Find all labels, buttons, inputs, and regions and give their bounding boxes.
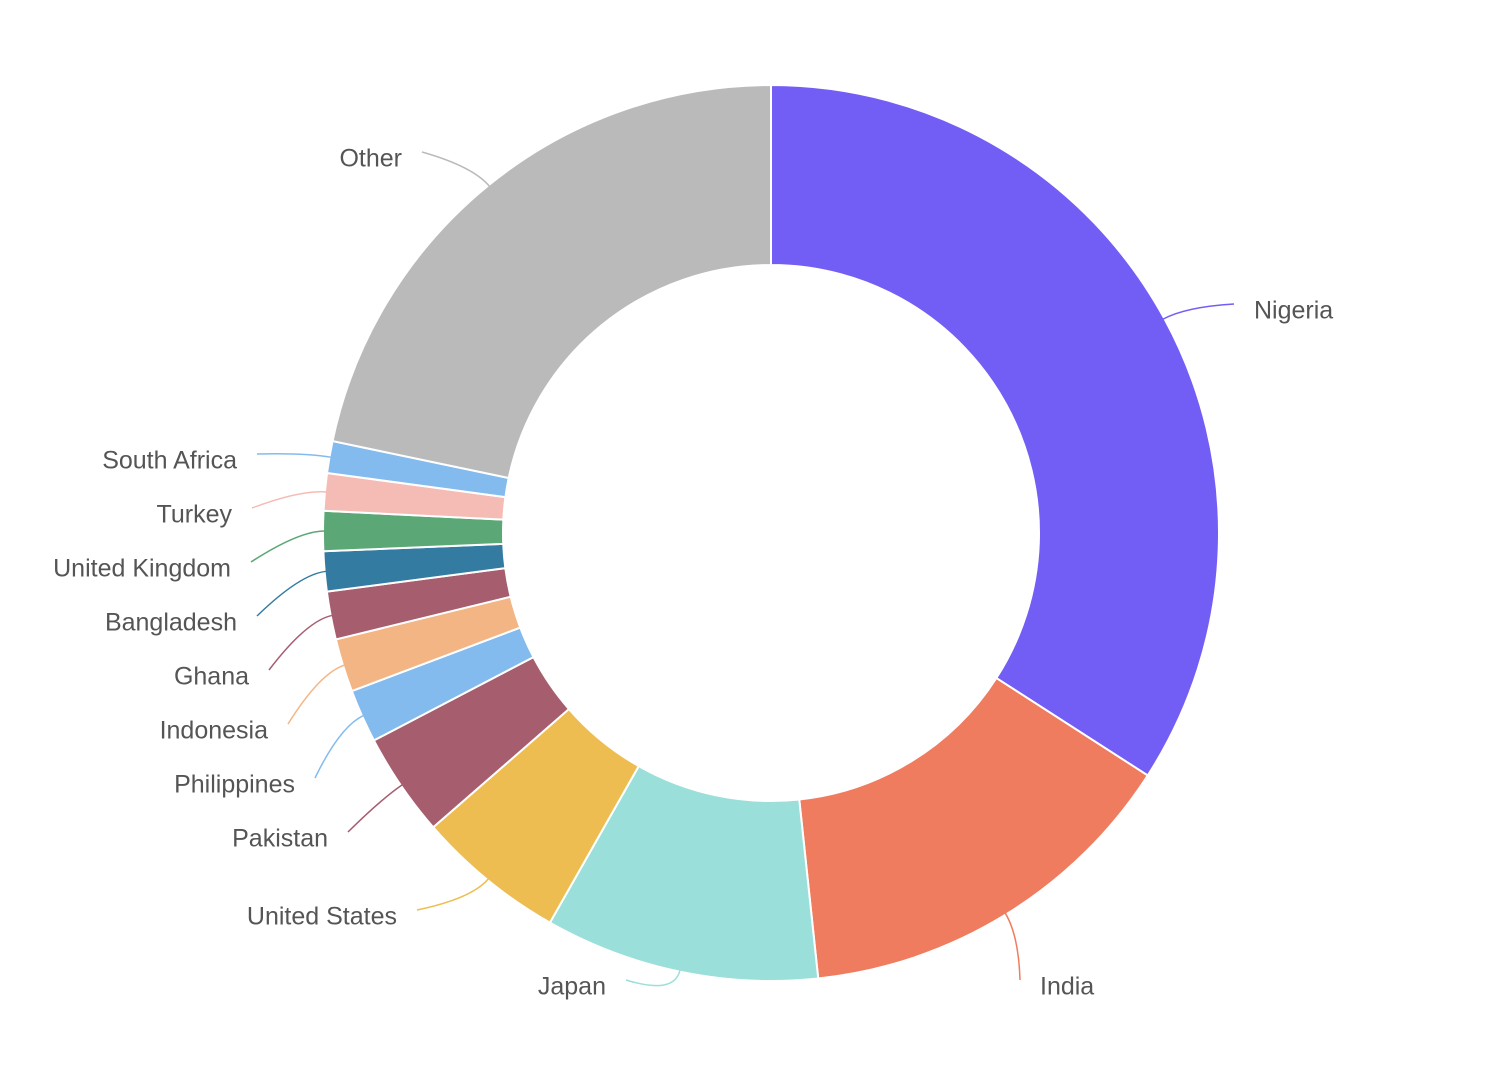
- slice-label-united-states: United States: [247, 903, 397, 931]
- leader-line-india: [1004, 912, 1021, 981]
- leader-line-south-africa: [256, 453, 332, 459]
- labels-layer: Nigeria India Japan United States Pakistan Ph…: [53, 145, 1333, 1001]
- slice-label-japan: Japan: [538, 973, 606, 1001]
- slice-label-philippines: Philippines: [174, 771, 295, 799]
- slice-label-pakistan: Pakistan: [232, 825, 328, 853]
- leader-line-united-states: [416, 877, 490, 911]
- leader-line-philippines: [314, 714, 365, 779]
- slice-label-ghana: Ghana: [174, 663, 249, 691]
- slice-label-india: India: [1040, 973, 1094, 1001]
- leader-line-united-kingdom: [250, 530, 326, 563]
- leader-line-ghana: [268, 614, 333, 671]
- slices-layer: [322, 84, 1220, 982]
- leader-line-pakistan: [347, 783, 404, 833]
- slice-label-united-kingdom: United Kingdom: [53, 555, 231, 583]
- leader-line-other: [421, 151, 491, 188]
- leader-line-bangladesh: [256, 570, 327, 617]
- slice-label-south-africa: South Africa: [102, 447, 237, 475]
- leader-line-turkey: [251, 490, 327, 509]
- slice-label-nigeria: Nigeria: [1254, 297, 1333, 325]
- leader-line-japan: [625, 969, 681, 987]
- slice-label-indonesia: Indonesia: [160, 717, 269, 745]
- leader-line-indonesia: [287, 664, 346, 725]
- slice-india[interactable]: [798, 677, 1149, 980]
- slice-label-bangladesh: Bangladesh: [105, 609, 237, 637]
- leader-lines-layer: [250, 151, 1235, 987]
- slice-label-other: Other: [339, 145, 402, 173]
- slice-other[interactable]: [331, 84, 772, 479]
- leader-line-nigeria: [1162, 303, 1235, 321]
- slice-label-turkey: Turkey: [157, 501, 233, 529]
- slice-nigeria[interactable]: [770, 84, 1220, 777]
